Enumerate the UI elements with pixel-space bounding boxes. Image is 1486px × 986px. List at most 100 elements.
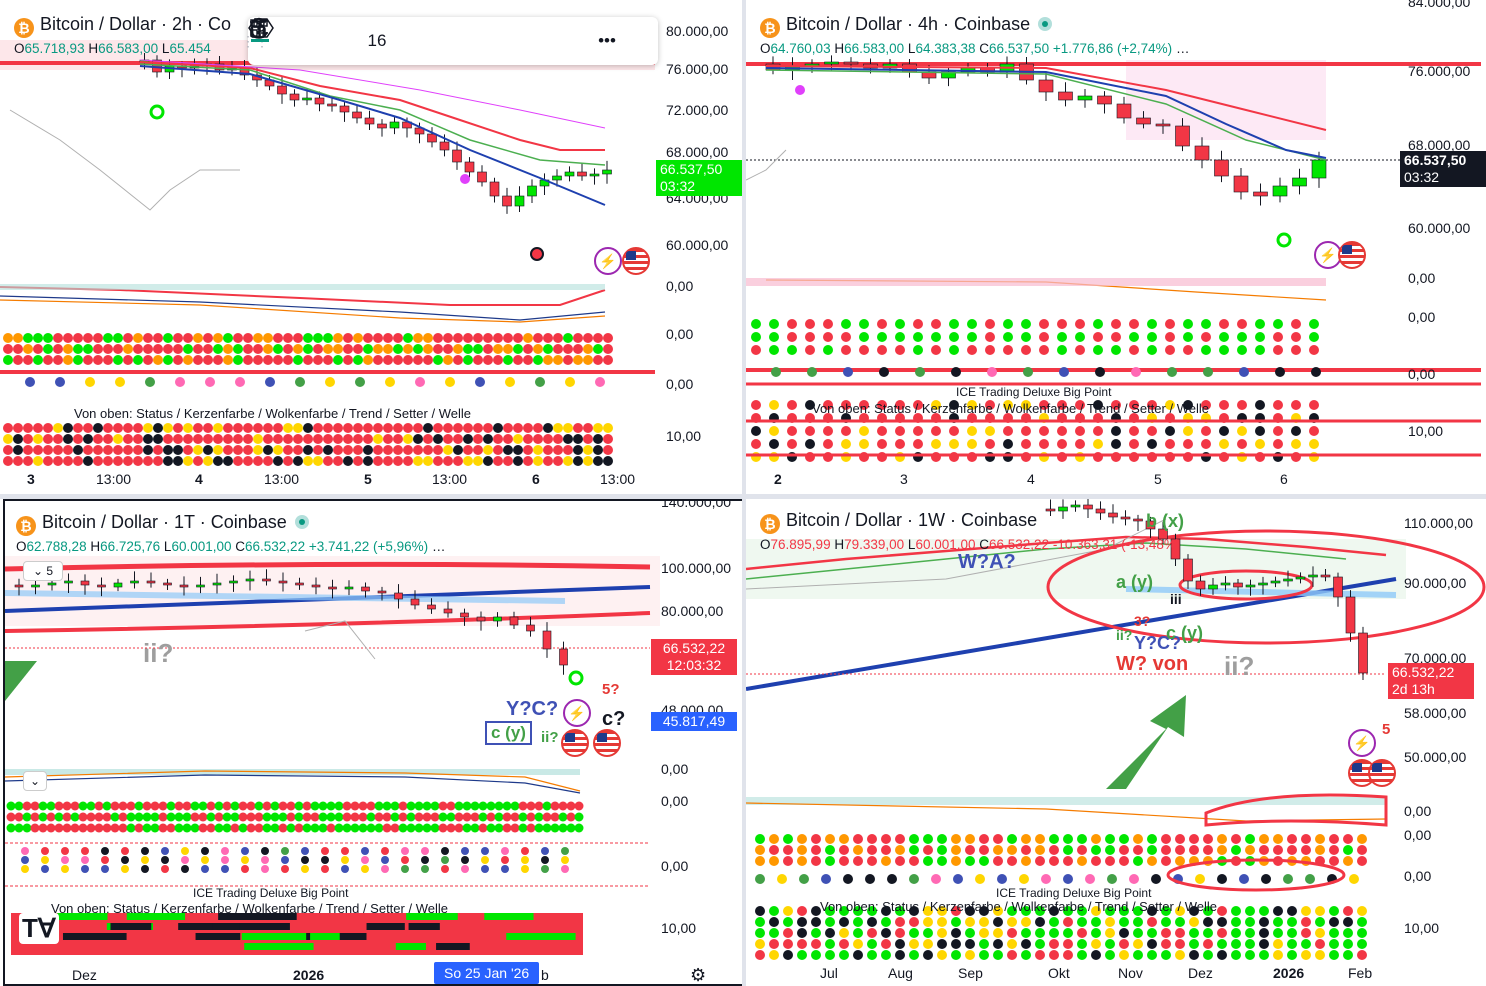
indicator-dot [94,812,104,822]
indicator-dot [1301,950,1311,960]
us-flag-icon[interactable] [622,247,650,275]
indicator-dot [153,456,163,466]
indicator-dot [563,333,573,343]
font-size-button[interactable]: 16 [367,31,387,50]
chart-pane-1d[interactable]: ₿ Bitcoin / Dollar · 1T · Coinbase O62.78… [3,499,745,986]
legend-collapse-button[interactable]: ⌄ 5 [23,561,63,581]
text-tool-icon[interactable] [251,17,354,65]
indicator-dot [1219,400,1229,410]
us-flag-icon[interactable] [1368,759,1396,787]
indicator-dot [63,423,73,433]
indicator-dot [1075,439,1085,449]
indicator-dot [483,434,493,444]
candle [1170,538,1181,560]
pane-divider-horizontal[interactable] [0,494,1486,499]
symbol-title[interactable]: ₿ Bitcoin / Dollar · 2h · Co [14,14,231,38]
indicator-dot [979,856,989,866]
us-flag-icon[interactable] [593,729,621,757]
indicator-dot [1219,319,1229,329]
chart-canvas-1d[interactable] [5,501,745,986]
drawn-resistance [5,561,651,572]
indicator-dot [253,423,263,433]
indicator-dot [825,950,835,960]
lightning-icon[interactable]: ⚡ [1314,241,1342,269]
indicator-dot [393,445,403,455]
chart-canvas-4h[interactable] [746,0,1486,494]
indicator-dot [293,445,303,455]
chart-pane-1w[interactable]: ₿ Bitcoin / Dollar · 1W · Coinbase O76.89… [746,499,1486,986]
lock-icon[interactable] [250,17,492,65]
hexagon-icon[interactable] [248,17,446,65]
indicator-dot [83,423,93,433]
chart-canvas-1w[interactable] [746,499,1486,986]
indicator-dot [103,344,113,354]
indicator-dot [1119,856,1129,866]
lagging-line [746,518,1167,590]
settings-gear-icon[interactable]: ⚙ [690,965,707,985]
indicator-dot [583,456,593,466]
chart-pane-2h[interactable]: ₿ Bitcoin / Dollar · 2h · Co O65.718,93 H… [0,0,742,494]
pane-divider-vertical[interactable] [742,0,746,986]
indicator-dot [141,865,149,873]
drawing-toolbar[interactable]: ⋮⋮ 16 ••• [241,17,658,65]
candle [1208,584,1218,590]
indicator-dot [985,319,995,329]
indicator-dot [1301,939,1311,949]
crosshair-date-badge: So 25 Jan '26 [434,962,540,984]
indicator-dot [915,367,925,377]
indicator-dot [543,445,553,455]
lightning-icon[interactable]: ⚡ [1348,729,1376,757]
us-flag-icon[interactable] [1338,241,1366,269]
symbol-title[interactable]: ₿ Bitcoin / Dollar · 1T · Coinbase [16,512,309,536]
indicator-dot [1129,332,1139,342]
ema-green [139,63,606,166]
indicator-dot [1049,939,1059,949]
indicator-dot [1275,367,1285,377]
indicator-dot [193,423,203,433]
indicator-dot [118,823,128,833]
more-icon[interactable]: ••• [598,31,616,50]
indicator-dot [1183,319,1193,329]
indicator-dot [543,456,553,466]
indicator-dot [1133,906,1143,916]
indicator-dot [1105,950,1115,960]
indicator-dot [333,355,343,365]
lightning-icon[interactable]: ⚡ [594,247,622,275]
chart-pane-4h[interactable]: ₿ Bitcoin / Dollar · 4h · Coinbase O64.76… [746,0,1486,494]
indicator-dot [153,434,163,444]
sub-axis-label: 0,00 [661,761,689,777]
lightning-icon[interactable]: ⚡ [563,699,591,727]
indicator-dot [463,456,473,466]
tradingview-logo[interactable]: T∀ [19,913,59,944]
indicator-dot [443,333,453,343]
indicator-dot [343,423,353,433]
sub-axis-label: 0,00 [1408,366,1436,382]
indicator-dot [430,801,440,811]
indicator-dot [513,344,523,354]
indicator-dot [1003,345,1013,355]
indicator-dot [73,355,83,365]
indicator-dot [293,344,303,354]
sub-axis-label: 0,00 [1404,827,1432,843]
candle [377,590,387,594]
indicator-dot [1075,332,1085,342]
us-flag-icon[interactable] [561,729,589,757]
indicator-dot [603,333,613,343]
indicator-dot [825,834,835,844]
collapse-pane-button[interactable]: ⌄ [23,771,47,791]
anchor-icon[interactable] [250,17,538,65]
indicator-dot [353,344,363,354]
indicator-dot [55,377,65,387]
indicator-dot [553,445,563,455]
indicator-dot [243,344,253,354]
indicator-dot [366,801,376,811]
indicator-dot [1201,426,1211,436]
indicator-dot [931,874,941,884]
indicator-dot [70,812,80,822]
trash-icon[interactable] [250,17,584,65]
symbol-title[interactable]: ₿ Bitcoin / Dollar · 4h · Coinbase [760,14,1053,38]
indicator-dot [421,865,429,873]
indicator-dot [783,939,793,949]
indicator-dot [593,333,603,343]
symbol-title[interactable]: ₿ Bitcoin / Dollar · 1W · Coinbase [760,510,1037,534]
